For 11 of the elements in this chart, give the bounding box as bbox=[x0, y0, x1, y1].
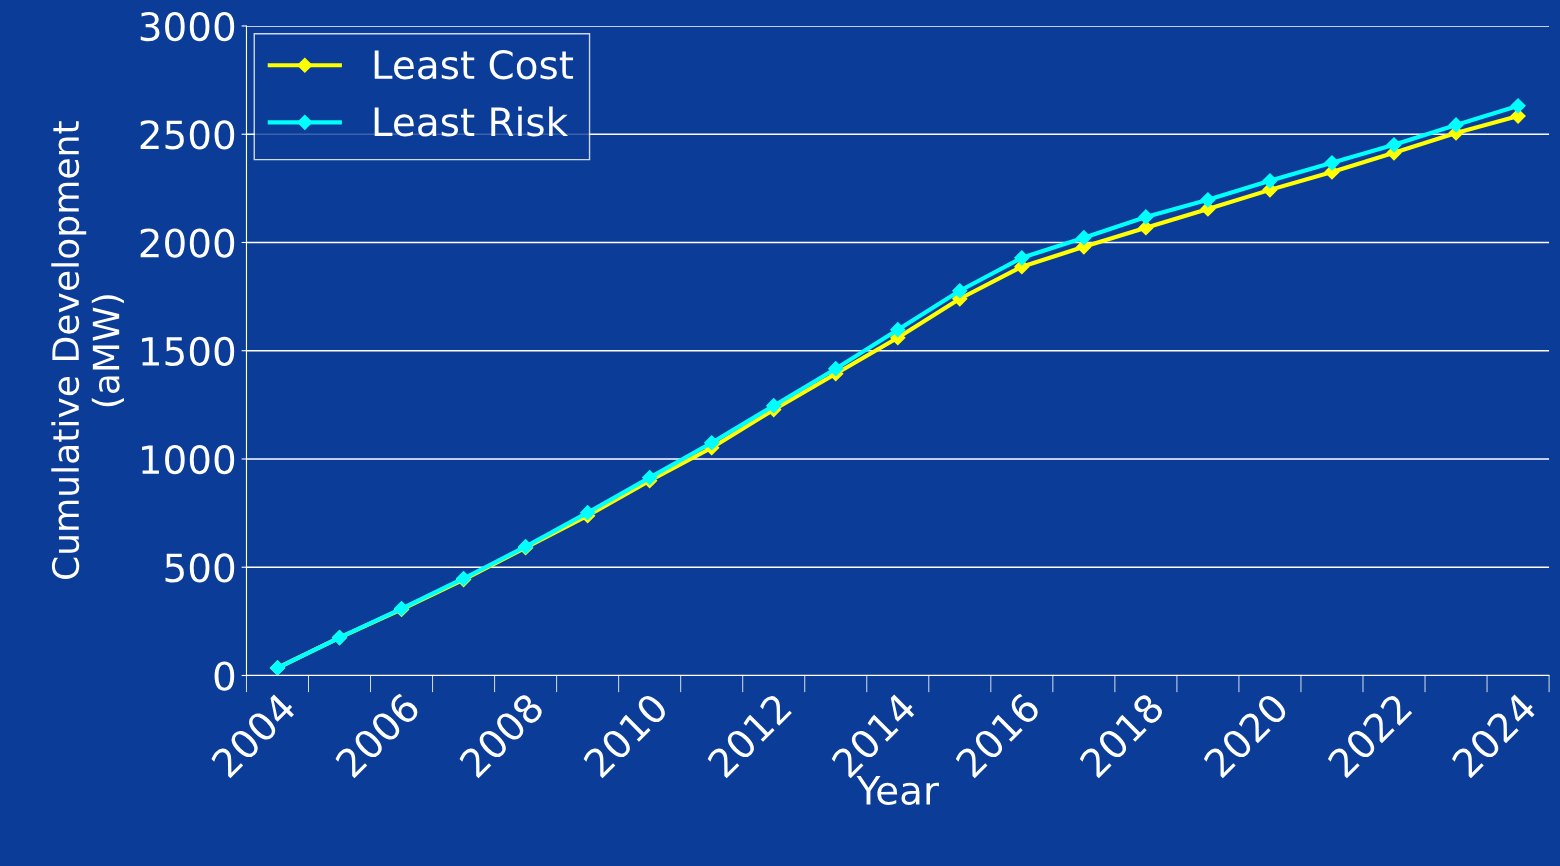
legend-label: Least Cost bbox=[374, 50, 574, 80]
y-tick-label: 0 bbox=[214, 661, 235, 691]
y-tick-label: 500 bbox=[165, 553, 235, 583]
y-tick-label: 1500 bbox=[142, 336, 235, 367]
x-axis-title: Year bbox=[856, 776, 939, 805]
y-tick-label: 2500 bbox=[140, 120, 235, 150]
y-tick-label: 3000 bbox=[140, 11, 235, 42]
y-axis-title: Cumulative Development (aMW) bbox=[51, 121, 124, 580]
y-tick-label: 2000 bbox=[140, 228, 235, 258]
legend-label: Least Risk bbox=[374, 106, 569, 137]
y-tick-label: 1000 bbox=[142, 444, 235, 475]
